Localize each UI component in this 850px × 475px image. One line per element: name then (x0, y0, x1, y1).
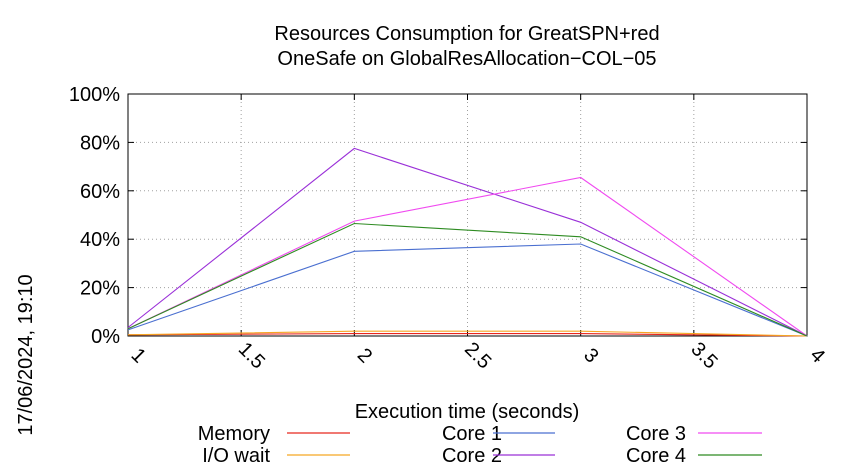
y-axis-ticks: 0% 20% 40% 60% 80% 100% (69, 84, 807, 348)
y-tick-label: 20% (80, 278, 120, 300)
legend-label-core-3: Core 3 (626, 423, 686, 445)
series-line-core-2 (127, 147, 808, 337)
x-tick-label: 3.5 (686, 338, 721, 373)
chart-title-line-1: Resources Consumption for GreatSPN+red (274, 23, 659, 45)
legend-label-core-1: Core 1 (442, 423, 502, 445)
legend-label-core-4: Core 4 (626, 445, 686, 467)
y-tick-label: 60% (80, 181, 120, 203)
x-tick-label: 2.5 (460, 338, 495, 373)
y-tick-label: 40% (80, 229, 120, 251)
series-line-memory (127, 333, 808, 337)
series-line-core-4 (127, 222, 808, 337)
series-line-core-3 (127, 176, 808, 337)
series-line-i-o-wait (127, 330, 808, 337)
x-tick-label: 3 (579, 344, 602, 367)
series-line-core-1 (127, 243, 808, 337)
grid-lines (128, 94, 807, 336)
legend-label-memory: Memory (198, 423, 270, 445)
chart-title-line-2: OneSafe on GlobalResAllocation−COL−05 (277, 48, 656, 70)
x-tick-label: 1 (127, 344, 150, 367)
x-tick-label: 2 (353, 344, 376, 367)
y-tick-label: 80% (80, 132, 120, 154)
x-tick-label: 1.5 (234, 338, 269, 373)
legend-label-core-2: Core 2 (442, 445, 502, 467)
x-tick-label: 4 (806, 344, 829, 367)
series-lines (127, 147, 808, 337)
y-tick-label: 100% (69, 84, 120, 106)
legend-label-i-o-wait: I/O wait (202, 445, 270, 467)
y-tick-label: 0% (91, 326, 120, 348)
x-axis-label: Execution time (seconds) (355, 401, 580, 423)
timestamp-label: 17/06/2024, 19:10 (15, 274, 37, 435)
